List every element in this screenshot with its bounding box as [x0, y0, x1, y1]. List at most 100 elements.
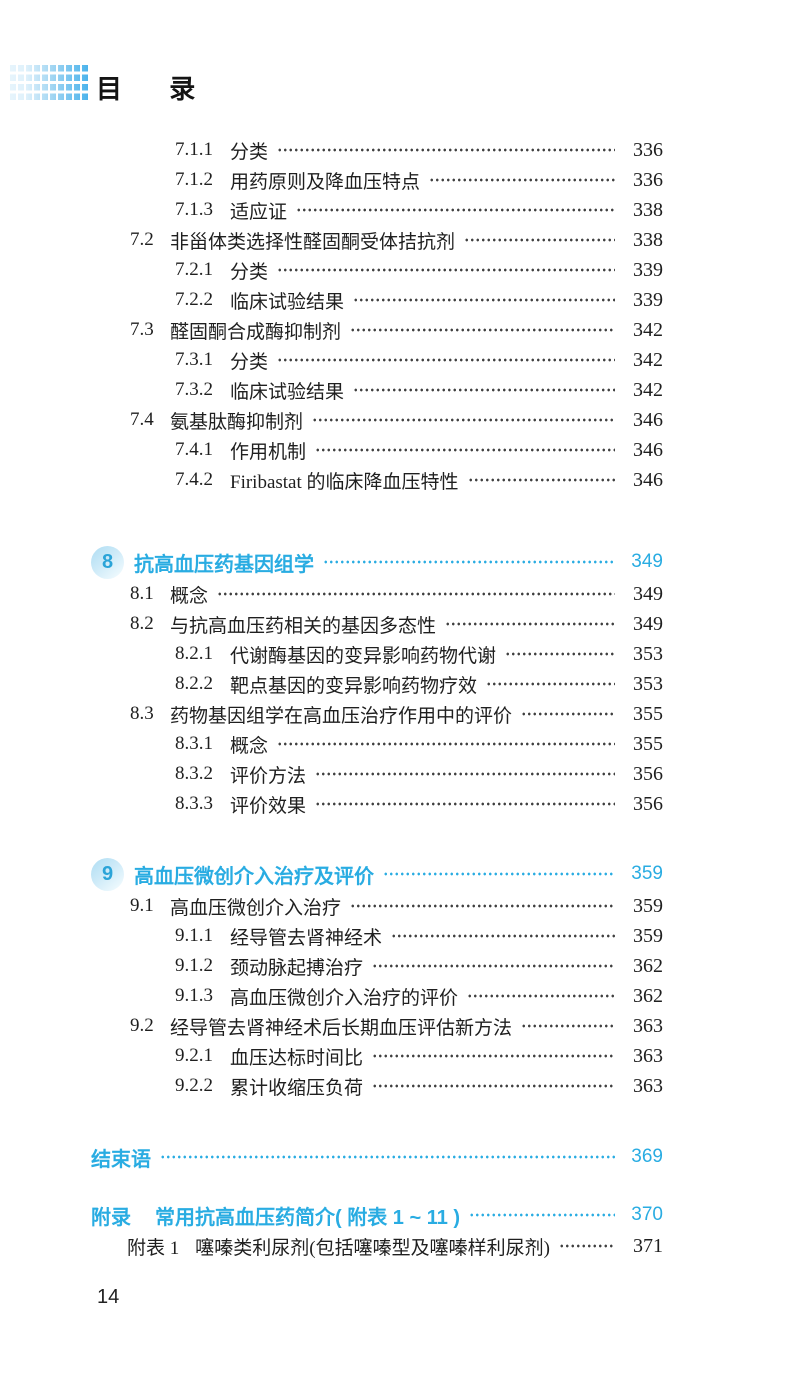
entry-number: 8.3.1: [175, 733, 213, 754]
entry-number: 附表 1: [127, 1237, 180, 1259]
toc-entry: 附录 常用抗高血压药简介( 附表 1 ~ 11 ) 370: [91, 1199, 663, 1231]
entry-number: 7.2: [130, 229, 154, 250]
toc-entry: 8.3 药物基因组学在高血压治疗作用中的评价 355: [97, 699, 663, 729]
entry-title: 结束语: [91, 1148, 151, 1171]
entry-page-number: 339: [633, 258, 663, 281]
entry-title: 常用抗高血压药简介( 附表 1 ~ 11 ): [155, 1206, 461, 1229]
chapter-number-badge: 9: [91, 857, 124, 891]
entry-title: 概念: [230, 735, 269, 757]
entry-page-number: 349: [633, 582, 663, 605]
entry-number: 8.3: [130, 703, 154, 724]
entry-number: 7.2.2: [175, 289, 213, 310]
entry-number: 附录: [91, 1206, 131, 1229]
dot-leader: [315, 789, 615, 819]
toc-entry: 7.1.3 适应证 338: [97, 195, 663, 225]
entry-page-number: 339: [633, 288, 663, 311]
entry-page-number: 363: [633, 1074, 663, 1097]
dot-leader: [296, 195, 615, 225]
entry-title: 靶点基因的变异影响药物疗效: [230, 675, 478, 697]
toc-entry: 9 高血压微创介入治疗及评价 359: [91, 857, 663, 891]
dot-leader: [312, 405, 615, 435]
entry-number: 7.3: [130, 319, 154, 340]
toc-entry: 7.1.1 分类 336: [97, 135, 663, 165]
entry-number: 9.2.2: [175, 1075, 213, 1096]
toc-entry: 结束语 369: [91, 1141, 663, 1173]
dot-leader: [505, 639, 615, 669]
toc-entry: 9.1.2 颈动脉起搏治疗 362: [97, 951, 663, 981]
entry-page-number: 371: [633, 1234, 663, 1257]
entry-title: 分类: [230, 351, 269, 373]
entry-number: 7.4.1: [175, 439, 213, 460]
dot-leader: [315, 435, 615, 465]
toc-entry: 8 抗高血压药基因组学 349: [91, 545, 663, 579]
entry-page-number: 359: [631, 863, 663, 884]
entry-page-number: 355: [633, 732, 663, 755]
toc-entry: 7.2.1 分类 339: [97, 255, 663, 285]
toc-entry: 8.2.1 代谢酶基因的变异影响药物代谢 353: [97, 639, 663, 669]
dot-leader: [521, 699, 615, 729]
dot-leader: [277, 345, 615, 375]
dot-leader: [277, 135, 615, 165]
entry-number: 9.1.3: [175, 985, 213, 1006]
entry-title: 用药原则及降血压特点: [230, 171, 421, 193]
toc-entry: 附表 1 噻嗪类利尿剂(包括噻嗪型及噻嗪样利尿剂) 371: [97, 1231, 663, 1261]
toc-entry: 8.2 与抗高血压药相关的基因多态性 349: [97, 609, 663, 639]
entry-number: 7.1.2: [175, 169, 213, 190]
entry-title: 高血压微创介入治疗及评价: [134, 865, 374, 888]
entry-page-number: 338: [633, 228, 663, 251]
entry-page-number: 356: [633, 762, 663, 785]
dot-leader: [383, 857, 615, 891]
toc-entry: 7.1.2 用药原则及降血压特点 336: [97, 165, 663, 195]
entry-page-number: 346: [633, 408, 663, 431]
dot-leader: [315, 759, 615, 789]
entry-number: 8.3.3: [175, 793, 213, 814]
entry-page-number: 338: [633, 198, 663, 221]
entry-page-number: 353: [633, 642, 663, 665]
entry-number: 9.2.1: [175, 1045, 213, 1066]
dot-leader: [521, 1011, 615, 1041]
entry-title: 临床试验结果: [230, 381, 345, 403]
entry-title: 噻嗪类利尿剂(包括噻嗪型及噻嗪样利尿剂): [195, 1237, 550, 1259]
entry-number: 8.2.1: [175, 643, 213, 664]
entry-title: 评价方法: [230, 765, 307, 787]
entry-page-number: 349: [633, 612, 663, 635]
dot-leader: [372, 951, 615, 981]
toc-entry: 7.3.1 分类 342: [97, 345, 663, 375]
toc-entry: 7.2 非甾体类选择性醛固酮受体拮抗剂 338: [97, 225, 663, 255]
entry-number: 7.4.2: [175, 469, 213, 490]
entry-page-number: 346: [633, 438, 663, 461]
dot-leader: [277, 255, 615, 285]
entry-title: 评价效果: [230, 795, 307, 817]
dot-leader: [372, 1041, 615, 1071]
entry-title: 作用机制: [230, 441, 307, 463]
entry-page-number: 336: [633, 168, 663, 191]
entry-title: 概念: [170, 585, 209, 607]
entry-title: 适应证: [230, 201, 288, 223]
dot-leader: [445, 609, 615, 639]
entry-page-number: 363: [633, 1014, 663, 1037]
toc-entry: 8.3.3 评价效果 356: [97, 789, 663, 819]
toc-entry: 7.4.1 作用机制 346: [97, 435, 663, 465]
toc-entry: 7.4.2 Firibastat 的临床降血压特性 346: [97, 465, 663, 495]
dot-leader: [464, 225, 615, 255]
entry-title: 药物基因组学在高血压治疗作用中的评价: [170, 705, 513, 727]
dot-leader: [217, 579, 615, 609]
entry-page-number: 353: [633, 672, 663, 695]
entry-page-number: 362: [633, 984, 663, 1007]
entry-title: 与抗高血压药相关的基因多态性: [170, 615, 437, 637]
entry-page-number: 356: [633, 792, 663, 815]
entry-title: 氨基肽酶抑制剂: [170, 411, 304, 433]
entry-title: 高血压微创介入治疗的评价: [230, 987, 459, 1009]
toc-entry: 9.2 经导管去肾神经术后长期血压评估新方法 363: [97, 1011, 663, 1041]
entry-title: 经导管去肾神经术后长期血压评估新方法: [170, 1017, 513, 1039]
toc-entry: 9.1 高血压微创介入治疗 359: [97, 891, 663, 921]
entry-title: 累计收缩压负荷: [230, 1077, 364, 1099]
entry-title: 抗高血压药基因组学: [134, 553, 314, 576]
toc-entry: 7.2.2 临床试验结果 339: [97, 285, 663, 315]
entry-number: 8.3.2: [175, 763, 213, 784]
entry-title: 高血压微创介入治疗: [170, 897, 342, 919]
dot-leader: [558, 1231, 615, 1261]
toc-entry: 8.3.1 概念 355: [97, 729, 663, 759]
dot-leader: [350, 315, 615, 345]
entry-number: 8.2: [130, 613, 154, 634]
